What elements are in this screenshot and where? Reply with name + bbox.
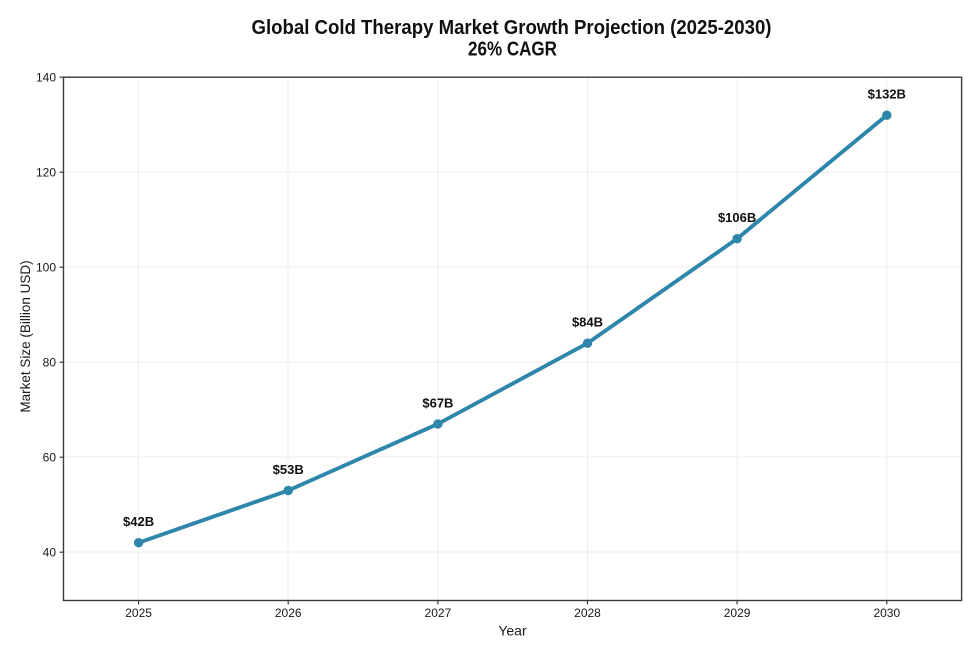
svg-text:$67B: $67B [422, 396, 453, 411]
svg-text:$42B: $42B [123, 514, 154, 529]
svg-text:$106B: $106B [718, 210, 756, 225]
svg-text:2029: 2029 [724, 606, 751, 620]
svg-text:100: 100 [36, 261, 56, 275]
svg-text:Year: Year [498, 622, 527, 638]
svg-text:$53B: $53B [273, 462, 304, 477]
svg-text:$84B: $84B [572, 315, 603, 330]
svg-text:80: 80 [43, 356, 57, 370]
svg-text:2025: 2025 [125, 606, 152, 620]
svg-text:26% CAGR: 26% CAGR [468, 38, 557, 60]
svg-text:2026: 2026 [275, 606, 302, 620]
svg-text:140: 140 [36, 71, 56, 85]
svg-text:Global Cold Therapy Market Gro: Global Cold Therapy Market Growth Projec… [252, 17, 772, 39]
svg-text:2027: 2027 [425, 606, 452, 620]
svg-text:2028: 2028 [574, 606, 601, 620]
svg-text:2030: 2030 [873, 606, 900, 620]
svg-text:40: 40 [43, 546, 57, 560]
svg-text:$132B: $132B [868, 87, 906, 102]
svg-text:Market Size (Billion USD): Market Size (Billion USD) [18, 260, 33, 412]
svg-text:60: 60 [43, 451, 57, 465]
svg-text:120: 120 [36, 166, 56, 180]
